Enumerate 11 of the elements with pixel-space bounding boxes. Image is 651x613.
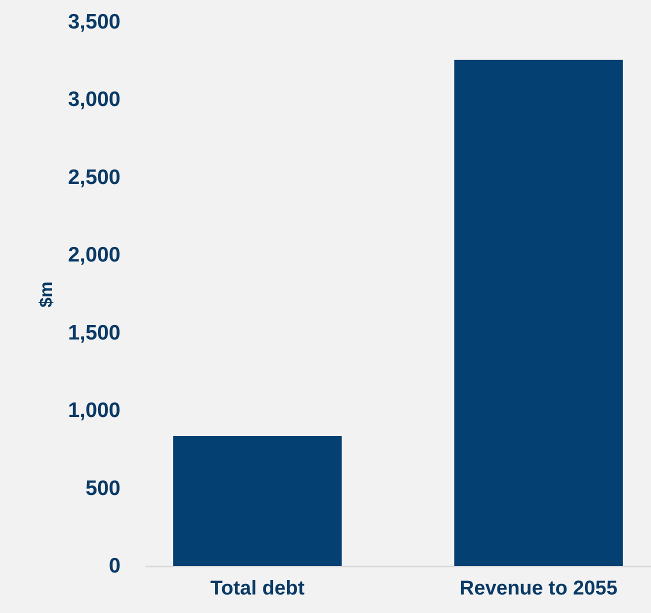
x-tick-label: Revenue to 2055 (460, 578, 618, 600)
x-tick-label: Total debt (210, 578, 305, 600)
y-tick-label: 3,500 (68, 10, 120, 34)
y-tick-label: 2,000 (68, 244, 120, 267)
y-axis-title: $m (36, 281, 56, 308)
y-tick-label: 1,500 (68, 321, 120, 344)
y-tick-label: 1,000 (68, 399, 120, 422)
y-tick-label: 2,500 (68, 166, 120, 189)
y-tick-label: 3,000 (68, 88, 120, 112)
y-tick-label: 0 (108, 554, 120, 578)
y-tick-label: 500 (85, 476, 120, 500)
